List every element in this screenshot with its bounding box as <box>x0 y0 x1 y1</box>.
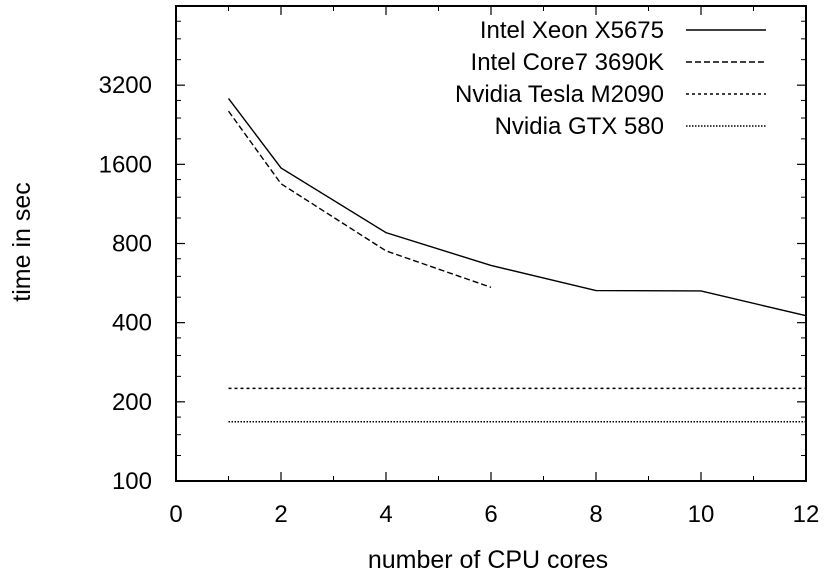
plot-area <box>175 5 807 482</box>
legend-label: Intel Core7 3690K <box>471 49 664 76</box>
series-line-1 <box>227 97 807 317</box>
y-tick-label: 800 <box>112 231 152 258</box>
legend-label: Intel Xeon X5675 <box>480 17 664 44</box>
legend-label: Nvidia GTX 580 <box>495 113 664 140</box>
x-axis-title: number of CPU cores <box>368 546 608 574</box>
legend-label: Nvidia Tesla M2090 <box>455 81 664 108</box>
axis-ticks: 0 2 4 6 8 10 12 100 200 400 800 1600 3200 <box>99 6 820 528</box>
x-tick-label: 10 <box>688 501 715 528</box>
y-tick-label: 400 <box>112 310 152 337</box>
legend: Intel Xeon X5675 Intel Core7 3690K Nvidia … <box>455 17 766 140</box>
x-tick-label: 0 <box>169 501 182 528</box>
y-tick-label: 1600 <box>99 151 152 178</box>
plot-frame <box>175 5 807 482</box>
y-tick-label: 100 <box>112 468 152 495</box>
x-tick-label: 2 <box>274 501 287 528</box>
x-tick-label: 6 <box>484 501 497 528</box>
y-tick-label: 3200 <box>99 72 152 99</box>
y-tick-label: 200 <box>112 389 152 416</box>
series-line-2 <box>227 110 492 288</box>
x-tick-label: 12 <box>793 501 820 528</box>
series-lines <box>227 97 807 423</box>
x-tick-label: 8 <box>589 501 602 528</box>
x-tick-label: 4 <box>379 501 392 528</box>
y-axis-title: time in sec <box>8 182 36 301</box>
